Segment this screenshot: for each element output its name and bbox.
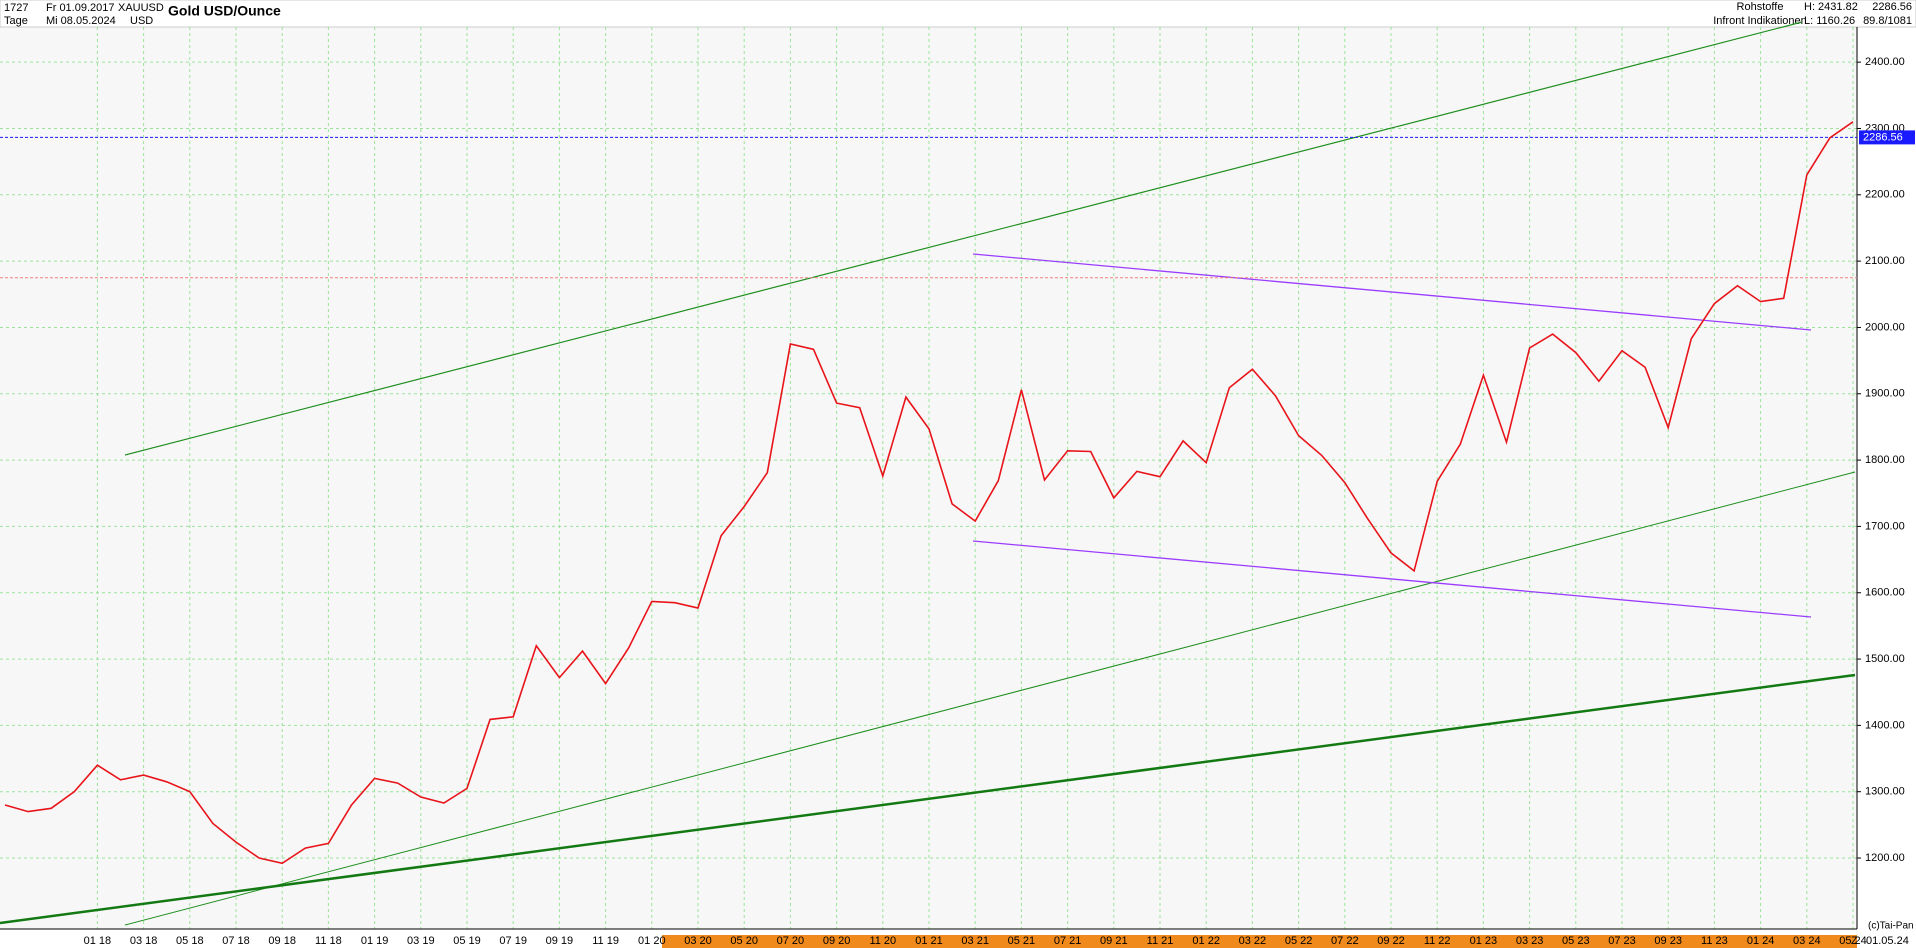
x-tick-label: 01 23 <box>1470 935 1498 947</box>
x-tick-label: 01 20 <box>638 935 666 947</box>
y-tick-label: 1500.00 <box>1865 653 1905 665</box>
low: L: 1160.26 <box>1804 15 1855 27</box>
x-tick-label: 05 22 <box>1285 935 1313 947</box>
x-tick-label: 07 23 <box>1608 935 1636 947</box>
x-tick-label: 09 23 <box>1654 935 1682 947</box>
x-tick-label: 05 23 <box>1562 935 1590 947</box>
bar-count: 1727 <box>4 2 28 14</box>
x-tick-label: 05 19 <box>453 935 481 947</box>
y-tick-label: 2400.00 <box>1865 56 1905 68</box>
axis-z: Z <box>1851 935 1858 947</box>
y-tick-label: 1300.00 <box>1865 786 1905 798</box>
y-tick-label: 1600.00 <box>1865 587 1905 599</box>
price-tag-label: 2286.56 <box>1863 131 1903 143</box>
x-tick-label: 07 20 <box>777 935 805 947</box>
x-tick-label: 09 22 <box>1377 935 1405 947</box>
x-tick-label: 03 18 <box>130 935 158 947</box>
x-tick-label: 01 24 <box>1747 935 1775 947</box>
x-tick-label: 11 18 <box>315 935 342 947</box>
start-date: Fr 01.09.2017 <box>46 2 115 14</box>
grid <box>0 27 1857 929</box>
axis-date: 01.05.24 <box>1866 935 1909 947</box>
y-tick-label: 2000.00 <box>1865 321 1905 333</box>
x-tick-label: 03 21 <box>961 935 989 947</box>
x-tick-label: 03 23 <box>1516 935 1544 947</box>
period: Tage <box>4 15 28 27</box>
y-tick-label: 1900.00 <box>1865 388 1905 400</box>
x-tick-label: 03 19 <box>407 935 435 947</box>
y-tick-label: 2100.00 <box>1865 255 1905 267</box>
trend-line <box>0 673 1856 925</box>
x-tick-label: 11 23 <box>1701 935 1728 947</box>
group: Rohstoffe <box>1737 1 1784 13</box>
x-tick-label: 01 18 <box>84 935 112 947</box>
source: Infront Indikationen <box>1713 15 1807 27</box>
x-tick-label: 07 19 <box>499 935 527 947</box>
x-tick-label: 11 22 <box>1424 935 1451 947</box>
price-tag <box>1859 130 1915 145</box>
x-tick-label: 07 22 <box>1331 935 1359 947</box>
x-tick-label: 01 22 <box>1192 935 1220 947</box>
x-tick-label: 05 21 <box>1008 935 1036 947</box>
x-tick-label: 09 21 <box>1100 935 1128 947</box>
x-tick-label: 03 20 <box>684 935 712 947</box>
y-tick-label: 2200.00 <box>1865 189 1905 201</box>
price-line-series <box>4 121 1854 865</box>
x-tick-label: 09 19 <box>546 935 574 947</box>
trend-line <box>124 471 1856 926</box>
x-tick-label: 01 21 <box>915 935 943 947</box>
channel-line <box>972 253 1812 331</box>
x-tick-label: 07 18 <box>222 935 250 947</box>
symbol: XAUUSD <box>118 2 164 14</box>
copyright: (c)Tai-Pan <box>1868 921 1914 932</box>
x-tick-label: 03 24 <box>1793 935 1821 947</box>
trend-line <box>124 21 1803 456</box>
chart-title: Gold USD/Ounce <box>168 3 281 19</box>
y-tick-label: 1400.00 <box>1865 719 1905 731</box>
time-highlight <box>662 935 1857 948</box>
x-tick-label: 09 18 <box>268 935 296 947</box>
x-tick-label: 07 21 <box>1054 935 1082 947</box>
ratio: 89.8/1081 <box>1863 15 1912 27</box>
x-tick-label: 09 20 <box>823 935 851 947</box>
y-tick-label: 1800.00 <box>1865 454 1905 466</box>
x-tick-label: 03 22 <box>1239 935 1267 947</box>
x-tick-label: 11 20 <box>869 935 896 947</box>
y-tick-label: 1700.00 <box>1865 520 1905 532</box>
end-date: Mi 08.05.2024 <box>46 15 116 27</box>
x-tick-label: 05 18 <box>176 935 204 947</box>
x-tick-label: 01 19 <box>361 935 389 947</box>
y-tick-label: 1200.00 <box>1865 852 1905 864</box>
last-price: 2286.56 <box>1872 1 1912 13</box>
x-tick-label: 05 20 <box>730 935 758 947</box>
x-tick-label: 11 21 <box>1147 935 1174 947</box>
header-bar <box>0 0 1916 28</box>
high: H: 2431.82 <box>1804 1 1858 13</box>
x-tick-label: 05 24 <box>1839 935 1867 947</box>
currency: USD <box>130 15 153 27</box>
x-tick-label: 11 19 <box>592 935 619 947</box>
channel-line <box>972 540 1812 618</box>
